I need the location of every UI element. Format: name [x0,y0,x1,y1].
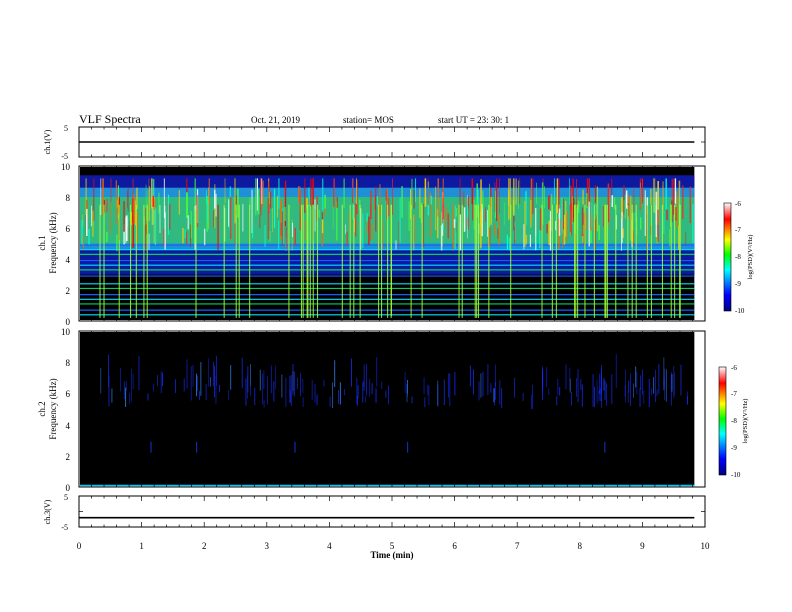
ch2-cbar-tick-m9: -9 [731,444,737,452]
ch3-voltage-tick-top: 5 [64,493,68,502]
ch1-colorbar-strip [723,202,732,312]
figure-title: VLF Spectra [79,112,141,126]
ch1-freq-tick-8: 8 [66,193,71,203]
ch2-freq-tick-10: 10 [61,327,71,337]
station-label: station= MOS [343,115,394,125]
ch1-cbar-tick-m6: -6 [735,200,741,208]
ch1-spectrogram-panel: 10 8 6 4 2 0 ch.1 Frequency (kHz) [37,162,706,327]
ch1-cbar-tick-m9: -9 [735,280,741,288]
ch2-cbar-tick-m6: -6 [731,364,737,372]
ch1-freq-tick-6: 6 [66,224,71,234]
ch2-freq-ylabel-units: Frequency (kHz) [48,378,58,439]
ch2-freq-tick-4: 4 [66,421,71,431]
ch2-cbar-tick-m10: -10 [731,471,741,479]
ch1-freq-tick-4: 4 [66,255,71,265]
ch2-cbar-label: log(PSD)(V²/Hz) [742,399,749,444]
ch1-freq-ylabel-units: Frequency (kHz) [48,212,58,273]
time-tick-label: 1 [139,541,144,551]
time-tick-label: 6 [452,541,457,551]
ch1-voltage-tick-bottom: -5 [61,152,68,161]
ch2-cbar-tick-m7: -7 [731,390,737,398]
time-tick-label: 3 [265,541,270,551]
time-axis: 0 1 2 3 4 5 6 7 8 9 10 [77,127,710,551]
ch1-voltage-ylabel: ch.1(V) [43,129,52,154]
ch1-colorbar: -6 -7 -8 -9 -10 log(PSD)(V²/Hz) [723,200,754,315]
ch1-voltage-tick-top: 5 [64,124,68,133]
time-tick-label: 10 [701,541,711,551]
ch2-freq-tick-6: 6 [66,389,71,399]
ch1-cbar-tick-m7: -7 [735,226,741,234]
ch3-voltage-frame [78,495,706,528]
ch1-freq-ylabel-channel: ch.1 [37,235,47,250]
ch2-spectrogram-background [80,332,695,486]
time-tick-label: 4 [327,541,332,551]
ch2-cbar-tick-m8: -8 [731,417,737,425]
time-tick-label: 5 [390,541,395,551]
ch2-freq-tick-0: 0 [66,483,71,493]
ch2-freq-tick-8: 8 [66,358,71,368]
time-axis-label: Time (min) [370,550,413,560]
ch2-colorbar: -6 -7 -8 -9 -10 log(PSD)(V²/Hz) [718,364,749,479]
ch3-voltage-ylabel: ch.3(V) [43,499,52,524]
ch3-voltage-tick-bottom: -5 [61,523,68,532]
date-label: Oct. 21, 2019 [251,115,300,125]
time-tick-label: 8 [578,541,583,551]
ch1-cbar-tick-m8: -8 [735,253,741,261]
start-time-label: start UT = 23: 30: 1 [438,115,509,125]
time-tick-label: 7 [515,541,520,551]
ch2-freq-ylabel-channel: ch.2 [37,401,47,416]
ch1-cbar-tick-m10: -10 [735,307,745,315]
ch1-freq-tick-0: 0 [66,317,71,327]
ch2-spectrogram-panel: 10 8 6 4 2 0 ch.2 Frequency (kHz) [37,327,706,493]
ch1-voltage-panel: 5 -5 ch.1(V) [43,124,706,161]
time-tick-label: 0 [77,541,82,551]
ch1-freq-tick-2: 2 [66,286,71,296]
ch2-freq-tick-2: 2 [66,452,71,462]
ch2-colorbar-strip [718,366,727,476]
ch3-voltage-panel: 5 -5 ch.3(V) [43,493,706,532]
ch1-freq-tick-10: 10 [61,162,71,172]
ch1-cbar-label: log(PSD)(V²/Hz) [747,235,754,280]
time-tick-label: 2 [202,541,207,551]
time-tick-label: 9 [640,541,645,551]
